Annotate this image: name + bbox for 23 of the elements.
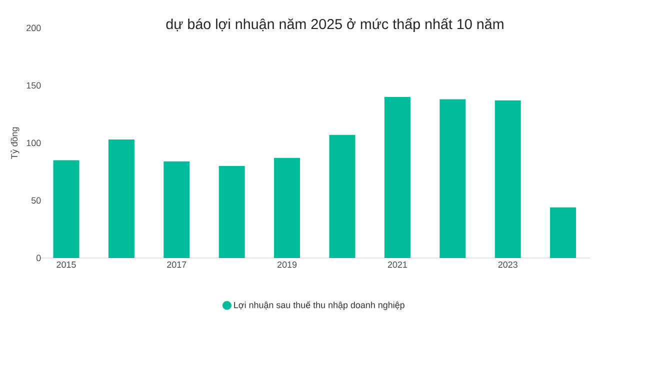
bar — [218, 166, 245, 258]
bar — [108, 139, 134, 258]
bar — [329, 134, 356, 258]
legend-label: Lợi nhuận sau thuế thu nhập doanh nghiệp — [234, 301, 404, 310]
bar — [384, 96, 410, 258]
bar — [274, 158, 300, 258]
bar — [53, 160, 80, 258]
bar — [494, 100, 521, 258]
bar — [440, 99, 466, 258]
y-tick-label: 0 — [36, 254, 41, 262]
y-tick-label: 50 — [31, 197, 41, 204]
y-tick-label: 200 — [26, 24, 41, 32]
y-tick-label: 100 — [26, 140, 41, 146]
x-tick-label: 2019 — [278, 261, 297, 268]
y-axis-title: Tỷ đồng — [10, 127, 20, 159]
y-tick-label: 150 — [26, 82, 41, 89]
x-tick-label: 2023 — [498, 261, 518, 268]
x-tick-label: 2021 — [388, 261, 407, 268]
x-tick-label: 2015 — [56, 261, 76, 268]
chart-title: dự báo lợi nhuận năm 2025 ở mức thấp nhất 10 năm — [166, 18, 504, 32]
x-tick-label: 2017 — [167, 261, 186, 268]
bar — [550, 207, 576, 258]
bar — [164, 161, 190, 258]
